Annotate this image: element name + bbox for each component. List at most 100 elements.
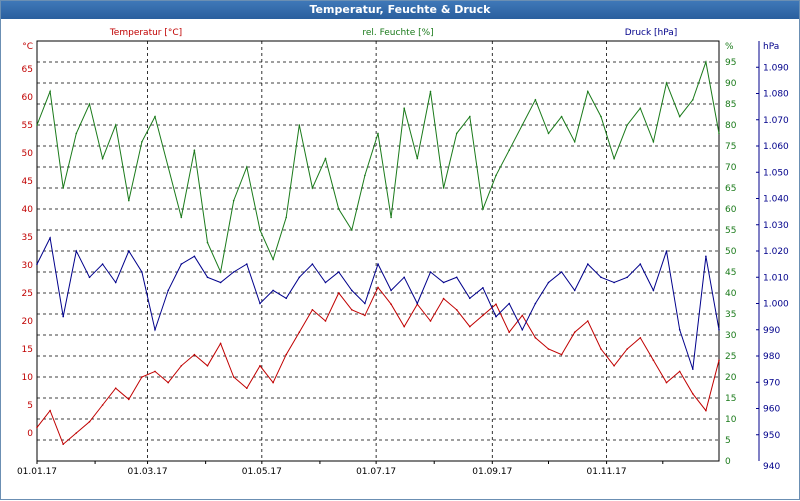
temperature-series-point: [351, 309, 353, 311]
pressure-series-point: [455, 276, 458, 279]
temperature-tick-label: 40: [22, 205, 34, 215]
temperature-series-point: [705, 409, 707, 412]
pressure-tick-label: 980: [763, 352, 780, 362]
temperature-series-point: [455, 309, 458, 311]
pressure-series-point: [311, 263, 314, 265]
temperature-series-point: [442, 297, 445, 300]
humidity-series-point: [508, 149, 511, 151]
window-title: Temperatur, Feuchte & Druck: [1, 1, 799, 19]
humidity-tick-label: 35: [725, 310, 736, 320]
temperature-series-point: [364, 314, 366, 317]
temperature-series-point: [193, 353, 196, 356]
temperature-tick-label: 20: [22, 317, 34, 327]
pressure-series-point: [49, 237, 51, 239]
humidity-series-point: [482, 208, 484, 210]
temperature-series-point: [324, 320, 327, 322]
humidity-series-point: [154, 115, 156, 118]
humidity-series-point: [442, 187, 445, 189]
pressure-tick-label: 950: [763, 431, 780, 441]
humidity-tick-label: 90: [725, 79, 737, 89]
temperature-tick-label: 35: [22, 233, 33, 243]
humidity-series-point: [62, 187, 64, 189]
temperature-series-point: [36, 426, 38, 429]
pressure-tick-label: 940: [763, 462, 780, 472]
pressure-series-point: [521, 329, 524, 331]
pressure-series-point: [547, 281, 550, 284]
pressure-tick-label: 1.030: [763, 221, 789, 231]
temperature-series-point: [259, 365, 261, 367]
pressure-series-point: [206, 276, 209, 279]
temperature-series-point: [639, 337, 642, 339]
pressure-series-point: [154, 329, 156, 331]
pressure-tick-label: 1.020: [763, 247, 789, 257]
pressure-series-point: [114, 281, 117, 284]
humidity-series-point: [626, 124, 628, 126]
temperature-series-point: [114, 387, 117, 390]
humidity-tick-label: 30: [725, 331, 737, 341]
pressure-series-point: [390, 289, 392, 292]
humidity-series-point: [128, 199, 130, 202]
humidity-series-point: [246, 166, 248, 168]
humidity-tick-label: 40: [725, 289, 737, 299]
humidity-series-point: [692, 99, 694, 101]
x-tick-label: 01.07.17: [356, 467, 396, 477]
humidity-tick-label: 10: [725, 415, 737, 425]
pressure-series-point: [705, 255, 707, 258]
pressure-series-point: [246, 263, 248, 265]
humidity-unit: %: [725, 42, 734, 52]
pressure-series-line: [36, 236, 720, 370]
temperature-tick-label: 60: [22, 93, 34, 103]
pressure-series-point: [62, 315, 64, 318]
pressure-series-point: [88, 276, 91, 279]
humidity-series-point: [416, 157, 419, 160]
humidity-series-point: [232, 199, 235, 202]
humidity-tick-label: 50: [725, 247, 737, 257]
pressure-tick-label: 1.090: [763, 63, 789, 73]
humidity-series-point: [377, 132, 379, 135]
pressure-series-point: [141, 271, 143, 273]
pressure-series-point: [377, 263, 379, 265]
humidity-series-point: [311, 187, 314, 189]
x-tick-label: 01.03.17: [128, 467, 168, 477]
pressure-series-point: [403, 276, 406, 279]
temperature-series-point: [600, 348, 602, 350]
temperature-tick-label: 65: [22, 65, 33, 75]
pressure-series-point: [600, 276, 602, 279]
pressure-series-point: [665, 250, 668, 252]
humidity-series-point: [403, 107, 406, 109]
temperature-series-point: [75, 432, 78, 434]
humidity-tick-label: 95: [725, 58, 736, 68]
pressure-series-point: [469, 297, 471, 300]
humidity-series-point: [718, 132, 720, 135]
temperature-series-point: [167, 381, 169, 384]
x-tick-label: 01.01.17: [17, 467, 57, 477]
temperature-tick-label: 50: [22, 149, 34, 159]
pressure-tick-label: 970: [763, 378, 780, 388]
humidity-series-point: [272, 258, 274, 261]
pressure-series-point: [416, 302, 419, 305]
humidity-axis-label: rel. Feuchte [%]: [362, 28, 433, 38]
pressure-unit: hPa: [763, 42, 779, 52]
pressure-series-point: [587, 263, 589, 265]
humidity-series-point: [429, 90, 432, 93]
pressure-series-point: [285, 297, 288, 300]
humidity-series-point: [101, 157, 104, 160]
humidity-series-point: [665, 82, 668, 84]
pressure-series-point: [442, 281, 445, 284]
humidity-series-point: [180, 216, 183, 219]
humidity-series-point: [390, 216, 392, 219]
pressure-series-point: [351, 289, 353, 292]
humidity-series-point: [193, 149, 196, 151]
temperature-series-point: [508, 331, 511, 334]
pressure-series-point: [534, 302, 537, 305]
temperature-tick-label: 0: [27, 429, 33, 439]
temperature-series-point: [272, 381, 274, 384]
temperature-series-point: [652, 359, 655, 362]
pressure-series-point: [613, 281, 615, 284]
temperature-unit: °C: [22, 42, 33, 52]
temperature-series-point: [88, 421, 91, 423]
temperature-series-point: [560, 353, 563, 356]
temperature-series-point: [180, 365, 183, 367]
temperature-series-point: [403, 325, 406, 328]
humidity-series-point: [285, 216, 288, 219]
